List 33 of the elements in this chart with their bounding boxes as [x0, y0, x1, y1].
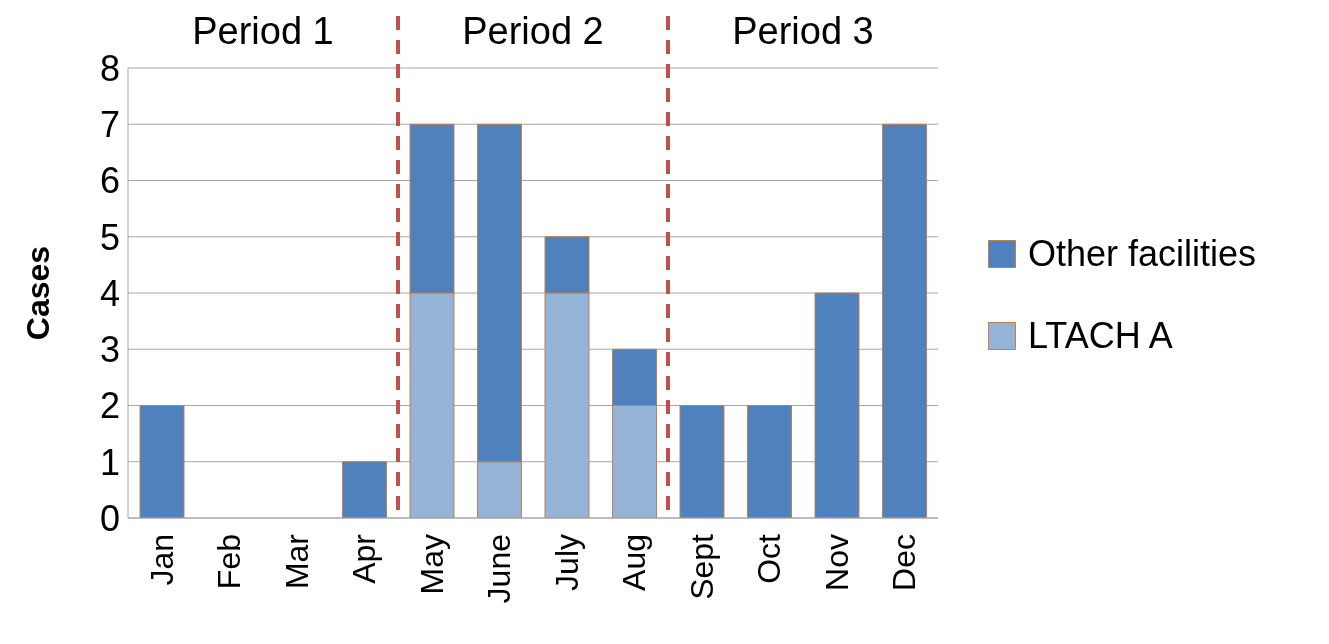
y-tick-label: 3 [99, 329, 120, 371]
x-tick-label: June [481, 534, 518, 604]
y-axis-title: Cases [20, 245, 57, 341]
x-tick-label: May [413, 534, 450, 595]
text: Period 1 [191, 10, 335, 53]
y-tick-label: 2 [99, 385, 120, 427]
bar [882, 123, 927, 518]
x-tick-label: Oct [751, 533, 788, 584]
bar [139, 405, 185, 518]
x-tick-label: Jan [143, 534, 180, 586]
legend-label: Other facilities [1028, 233, 1257, 275]
y-tick-label: 8 [99, 47, 120, 89]
y-tick-label: 0 [99, 497, 120, 539]
bar [814, 292, 860, 518]
bar [679, 405, 725, 518]
x-tick-label: Aug [616, 534, 653, 591]
bar [747, 405, 792, 518]
x-tick-label: July [548, 534, 585, 591]
y-tick-label: 5 [99, 216, 120, 258]
text: Period 3 [731, 10, 875, 53]
y-tick-label: 6 [99, 160, 120, 202]
y-tick-label: 7 [99, 104, 120, 146]
y-tick-label: 1 [99, 441, 120, 483]
x-tick-label: Nov [818, 534, 855, 591]
x-tick-label: Apr [346, 533, 383, 584]
y-tick-label: 4 [99, 272, 120, 314]
x-tick-label: Mar [278, 533, 315, 590]
legend-label: LTACH A [1028, 315, 1173, 357]
x-tick-label: Feb [211, 534, 248, 590]
x-tick-label: Dec [886, 534, 923, 591]
text: Period 2 [461, 10, 605, 53]
x-tick-label: Sept [683, 533, 720, 600]
bar [342, 461, 387, 518]
